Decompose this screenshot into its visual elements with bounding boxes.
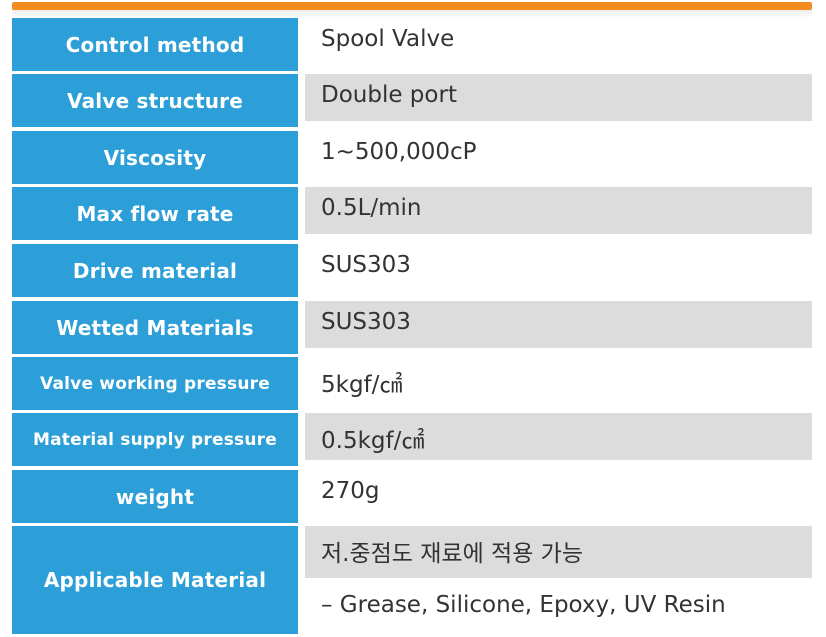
- spec-label: Viscosity: [12, 131, 298, 184]
- spec-label: Valve working pressure: [12, 357, 298, 410]
- spec-value: 5kgf/㎠: [321, 372, 403, 398]
- spec-value: SUS303: [321, 252, 411, 278]
- header-accent-bar: [12, 2, 812, 10]
- spec-value: Spool Valve: [321, 26, 455, 52]
- table-row: Valve structure Double port: [12, 74, 812, 127]
- spec-value: 0.5kgf/㎠: [305, 413, 812, 460]
- table-row: Control method Spool Valve: [12, 18, 812, 71]
- table-row: Wetted Materials SUS303: [12, 301, 812, 354]
- table-row: Valve working pressure 5kgf/㎠: [12, 357, 812, 410]
- applicable-korean-note: 저.중점도 재료에 적용 가능: [305, 526, 812, 578]
- spec-label: Material supply pressure: [12, 413, 298, 466]
- spec-value-multiline: 저.중점도 재료에 적용 가능 – Grease, Silicone, Epox…: [305, 526, 812, 634]
- table-row: Max flow rate 0.5L/min: [12, 187, 812, 240]
- spec-value: 270g: [321, 478, 380, 504]
- spec-label: Applicable Material: [12, 526, 298, 634]
- header-shadow: [12, 10, 812, 18]
- table-row: weight 270g: [12, 470, 812, 523]
- spec-value: 0.5L/min: [305, 187, 812, 234]
- spec-label: Control method: [12, 18, 298, 71]
- applicable-material-list: – Grease, Silicone, Epoxy, UV Resin: [321, 592, 726, 618]
- table-row: Material supply pressure 0.5kgf/㎠: [12, 413, 812, 466]
- spec-label: Drive material: [12, 244, 298, 297]
- spec-value: Double port: [305, 74, 812, 121]
- spec-label: Wetted Materials: [12, 301, 298, 354]
- spec-value: SUS303: [305, 301, 812, 348]
- table-row: Drive material SUS303: [12, 244, 812, 297]
- table-row: Applicable Material 저.중점도 재료에 적용 가능 – Gr…: [12, 526, 812, 634]
- spec-value: 1~500,000cP: [321, 139, 477, 165]
- table-row: Viscosity 1~500,000cP: [12, 131, 812, 184]
- spec-label: Max flow rate: [12, 187, 298, 240]
- spec-label: weight: [12, 470, 298, 523]
- spec-label: Valve structure: [12, 74, 298, 127]
